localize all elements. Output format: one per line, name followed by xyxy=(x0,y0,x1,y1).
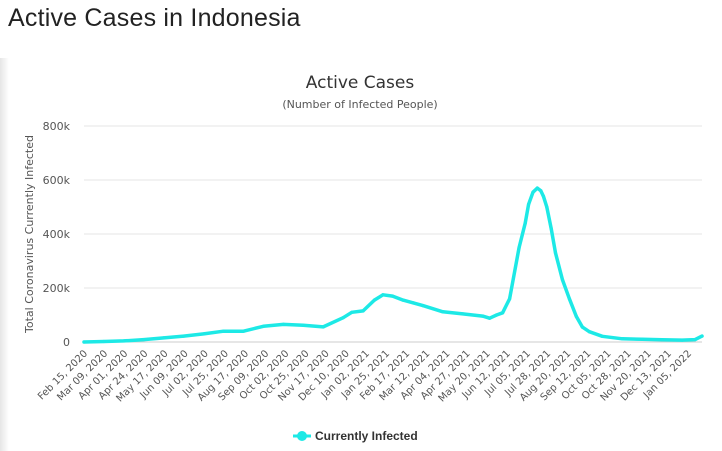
y-tick-label: 0 xyxy=(63,336,70,349)
data-point xyxy=(488,316,492,320)
data-point xyxy=(361,309,365,313)
y-tick-label: 600k xyxy=(43,174,71,187)
data-point xyxy=(241,329,246,333)
data-point xyxy=(541,194,546,198)
y-tick-label: 800k xyxy=(43,120,71,133)
data-point xyxy=(539,189,543,193)
data-point xyxy=(162,336,166,340)
data-point xyxy=(640,337,644,341)
data-point xyxy=(660,338,664,342)
data-point xyxy=(580,325,585,329)
data-point xyxy=(381,293,385,297)
data-point xyxy=(517,245,521,250)
data-point xyxy=(560,278,565,282)
data-point xyxy=(461,312,465,316)
data-point xyxy=(574,314,578,318)
series-line xyxy=(82,186,704,344)
data-point xyxy=(122,339,126,343)
legend[interactable]: Currently Infected xyxy=(293,429,418,443)
data-point xyxy=(495,313,499,317)
data-point xyxy=(82,340,86,344)
data-point xyxy=(501,311,505,315)
y-tick-labels: 0 200k 400k 600k 800k xyxy=(43,120,71,349)
data-point xyxy=(693,338,697,342)
data-point xyxy=(202,332,206,336)
data-point xyxy=(321,325,325,329)
data-point xyxy=(391,294,395,298)
y-tick-label: 400k xyxy=(43,228,71,241)
data-point xyxy=(620,337,624,341)
data-point xyxy=(508,297,512,301)
legend-label: Currently Infected xyxy=(315,429,418,443)
page-title: Active Cases in Indonesia xyxy=(8,4,301,32)
data-point xyxy=(102,339,106,344)
data-point xyxy=(549,227,553,231)
data-point xyxy=(372,298,376,302)
data-point xyxy=(527,202,531,206)
data-point xyxy=(261,324,265,328)
data-point xyxy=(341,316,345,320)
data-point xyxy=(281,322,285,326)
data-point xyxy=(411,301,415,305)
data-point xyxy=(523,221,527,225)
data-point xyxy=(301,323,305,327)
data-point xyxy=(481,314,485,318)
data-point xyxy=(531,190,535,194)
data-point xyxy=(700,334,704,338)
data-point xyxy=(441,310,445,314)
grid-lines xyxy=(84,125,702,343)
data-point xyxy=(553,251,558,255)
data-point xyxy=(600,334,604,338)
data-point xyxy=(680,338,684,342)
data-point xyxy=(545,205,549,209)
y-tick-label: 200k xyxy=(43,282,71,295)
data-point xyxy=(221,329,226,333)
y-axis-label: Total Coronavirus Currently Infected xyxy=(23,135,36,334)
data-point xyxy=(421,304,425,308)
data-point xyxy=(587,330,591,334)
data-point xyxy=(567,297,572,301)
data-point xyxy=(535,186,539,190)
chart-title: Active Cases xyxy=(306,73,415,93)
chart-subtitle: (Number of Infected People) xyxy=(282,98,437,111)
series-currently-infected xyxy=(82,186,704,344)
data-point xyxy=(182,334,186,338)
data-point xyxy=(350,310,354,314)
left-edge-shade xyxy=(0,58,9,451)
data-point xyxy=(401,298,405,302)
data-point xyxy=(142,338,146,342)
legend-marker-dot xyxy=(297,431,307,441)
